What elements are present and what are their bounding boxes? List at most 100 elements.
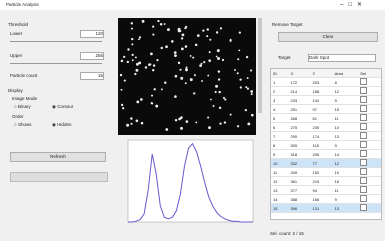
checkbox[interactable] — [360, 159, 367, 166]
checkbox[interactable] — [360, 105, 367, 112]
image-background — [118, 18, 256, 135]
particle — [135, 56, 137, 58]
checkbox[interactable] — [360, 141, 367, 148]
particle — [156, 59, 158, 61]
particle — [181, 116, 183, 118]
particle — [130, 123, 132, 125]
radio-label: Binary — [18, 104, 31, 109]
checkbox-cell — [358, 132, 381, 141]
particle — [194, 74, 196, 76]
particle — [134, 73, 136, 75]
radio[interactable]: ○ Binary — [14, 104, 31, 109]
checkbox-cell — [358, 204, 381, 213]
particle — [237, 72, 239, 74]
particle — [120, 74, 122, 76]
cell: 14 — [333, 150, 359, 159]
status: Sel. count: 2 / 15 — [270, 231, 304, 236]
cell: 290 — [288, 132, 310, 141]
particle — [157, 20, 159, 22]
plot-area — [128, 140, 253, 222]
scrollbar[interactable] — [258, 18, 262, 113]
checkbox[interactable] — [360, 150, 367, 157]
label: Upper — [10, 53, 22, 58]
particle — [161, 47, 163, 49]
particle — [131, 22, 133, 24]
cell: 361 — [288, 177, 310, 186]
checkbox[interactable] — [360, 114, 367, 121]
checkbox[interactable] — [360, 123, 367, 130]
particle — [182, 34, 185, 37]
cell: 12 — [333, 87, 359, 96]
checkbox[interactable] — [360, 168, 367, 175]
particle — [209, 51, 211, 53]
particle — [201, 63, 203, 65]
checkbox[interactable] — [360, 177, 367, 184]
cell: 332 — [288, 159, 310, 168]
input[interactable]: 120 — [80, 30, 104, 38]
slider[interactable] — [10, 63, 102, 64]
window-controls[interactable]: – □ ✕ — [340, 1, 362, 8]
particle — [140, 98, 143, 101]
particle — [247, 122, 250, 125]
particle — [186, 120, 189, 123]
clear-button[interactable]: Clear — [278, 32, 378, 42]
cell: 166 — [311, 195, 333, 204]
column-header: Y — [311, 69, 333, 78]
particle — [185, 82, 187, 84]
particle — [185, 45, 188, 48]
particle-table: IDXYAreaSel11722038221418812323314294251… — [271, 69, 381, 213]
refresh-button[interactable]: Refresh — [10, 152, 106, 162]
checkbox[interactable] — [360, 78, 367, 85]
particle — [152, 26, 154, 28]
target-dropdown[interactable]: Dark Spot — [308, 54, 376, 62]
checkbox-cell — [358, 168, 381, 177]
particle — [245, 86, 247, 88]
particle — [203, 61, 205, 63]
checkbox-cell — [358, 150, 381, 159]
checkbox[interactable] — [360, 87, 367, 94]
cell: 11 — [333, 186, 359, 195]
particle — [178, 118, 181, 121]
particle — [215, 85, 218, 88]
particle — [195, 122, 197, 124]
particle — [121, 89, 123, 91]
checkbox[interactable] — [360, 186, 367, 193]
particle — [161, 88, 163, 90]
radio[interactable]: ○ Shows — [14, 122, 31, 127]
checkbox[interactable] — [360, 195, 367, 202]
input[interactable]: 255 — [80, 52, 104, 60]
checkbox[interactable] — [360, 96, 367, 103]
particle — [139, 36, 141, 38]
column-header: Sel — [358, 69, 381, 78]
radio[interactable]: ◉ Contour — [52, 104, 73, 110]
checkbox-cell — [358, 123, 381, 132]
particle — [171, 40, 174, 43]
cell: 9 — [271, 150, 288, 159]
particle — [218, 91, 220, 93]
particle — [240, 86, 242, 88]
particle — [250, 69, 252, 71]
cell: 10 — [333, 123, 359, 132]
slider[interactable] — [10, 41, 102, 42]
particle — [151, 102, 153, 104]
radio[interactable]: ◉ Hidden — [52, 122, 71, 128]
checkbox[interactable] — [360, 132, 367, 139]
cell: 214 — [288, 87, 310, 96]
checkbox[interactable] — [360, 204, 367, 211]
particle — [238, 49, 240, 51]
